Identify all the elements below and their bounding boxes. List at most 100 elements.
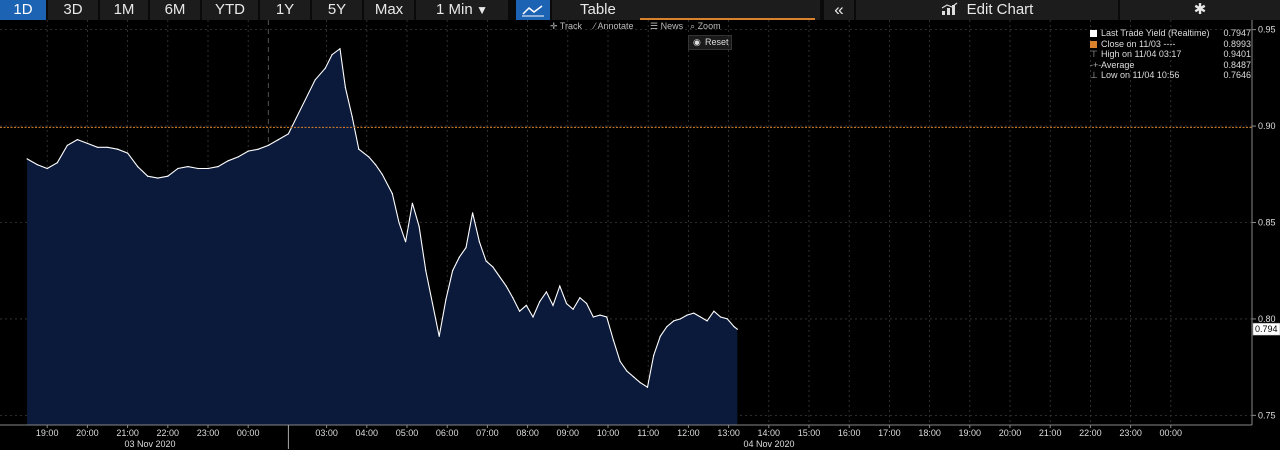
yield-point xyxy=(492,266,494,268)
timeframe-5y[interactable]: 5Y xyxy=(312,0,362,20)
date-label: 04 Nov 2020 xyxy=(743,439,794,449)
yield-point xyxy=(76,139,78,141)
date-label: 03 Nov 2020 xyxy=(124,439,175,449)
yield-point xyxy=(478,241,480,243)
x-tick-label: 21:00 xyxy=(116,428,139,438)
x-tick-label: 22:00 xyxy=(157,428,180,438)
table-button[interactable]: Table xyxy=(552,0,820,20)
yield-point xyxy=(36,164,38,166)
yield-point xyxy=(699,316,702,318)
yield-point xyxy=(177,167,179,170)
x-tick-label: 09:00 xyxy=(557,428,580,438)
yield-point xyxy=(46,167,48,170)
x-tick-label: 16:00 xyxy=(838,428,861,438)
yield-point xyxy=(532,316,534,318)
edit-chart-button[interactable]: Edit Chart xyxy=(856,0,1118,20)
x-tick-label: 05:00 xyxy=(396,428,419,438)
yield-point xyxy=(207,167,209,170)
yield-point xyxy=(26,158,28,160)
chart-toolbar: 1D 3D 1M 6M YTD 1Y 5Y Max 1 Min ▼ Table « Edit Char… xyxy=(0,0,1280,20)
x-tick-label: 11:00 xyxy=(637,428,659,438)
timeframe-ytd[interactable]: YTD xyxy=(202,0,258,20)
yield-point xyxy=(720,316,722,318)
yield-point xyxy=(653,355,655,357)
yield-point xyxy=(147,175,149,177)
collapse-button[interactable]: « xyxy=(824,0,854,20)
y-tick-label: 0.80 xyxy=(1258,314,1276,324)
yield-point xyxy=(505,285,507,287)
news-label: News xyxy=(660,21,684,31)
yield-point xyxy=(267,144,269,146)
y-tick-label: 0.75 xyxy=(1258,410,1276,420)
legend-value: 0.8993 xyxy=(1223,38,1251,49)
reset-button[interactable]: ◉ Reset xyxy=(688,35,732,50)
y-tick-label: 0.85 xyxy=(1258,218,1276,228)
yield-point xyxy=(445,299,447,301)
yield-point xyxy=(465,247,467,249)
yield-point xyxy=(733,326,735,328)
yield-point xyxy=(485,260,487,262)
yield-point xyxy=(612,339,615,341)
yield-point xyxy=(314,79,316,81)
x-tick-label: 12:00 xyxy=(677,428,700,438)
yield-point xyxy=(339,48,341,50)
x-tick-label: 03:00 xyxy=(315,428,338,438)
x-tick-label: 00:00 xyxy=(1160,428,1183,438)
timeframe-6m[interactable]: 6M xyxy=(150,0,200,20)
interval-select[interactable]: 1 Min ▼ xyxy=(416,0,508,20)
x-tick-label: 07:00 xyxy=(476,428,499,438)
zoom-icon: ⌕ xyxy=(690,21,696,31)
track-tool[interactable]: ✛ Track xyxy=(550,21,583,31)
timeframe-1y[interactable]: 1Y xyxy=(260,0,310,20)
timeframe-1d[interactable]: 1D xyxy=(0,0,46,20)
yield-point xyxy=(351,115,353,117)
legend-value: 0.9401 xyxy=(1223,49,1251,59)
yield-point xyxy=(324,67,326,69)
yield-point xyxy=(626,370,628,372)
yield-point xyxy=(217,166,219,168)
yield-point xyxy=(586,302,588,305)
yield-point xyxy=(686,314,688,316)
x-tick-label: 06:00 xyxy=(436,428,459,438)
zoom-tool[interactable]: ⌕ Zoom xyxy=(690,21,721,32)
yield-point xyxy=(137,166,139,168)
annotate-tool[interactable]: ⁄ Annotate xyxy=(594,21,634,31)
yield-point xyxy=(673,320,675,322)
yield-point xyxy=(227,160,229,162)
y-tick-label: 0.90 xyxy=(1258,121,1276,131)
chart-legend: Last Trade Yield (Realtime) 0.7947 Close o… xyxy=(1087,28,1251,81)
legend-value: 0.7646 xyxy=(1223,70,1251,80)
yield-point xyxy=(512,297,514,299)
x-tick-label: 19:00 xyxy=(36,428,59,438)
yield-point xyxy=(277,139,279,141)
yield-point xyxy=(106,146,109,148)
yield-point xyxy=(167,175,169,177)
close-swatch-icon xyxy=(1090,40,1097,48)
timeframe-1m[interactable]: 1M xyxy=(100,0,148,20)
yield-point xyxy=(197,167,199,170)
line-chart-button[interactable] xyxy=(516,0,550,20)
double-chevron-left-icon: « xyxy=(834,0,844,19)
yield-point xyxy=(247,150,249,152)
settings-button[interactable]: ✱ xyxy=(1120,0,1280,20)
yield-point xyxy=(592,316,594,318)
yield-point xyxy=(257,148,259,150)
timeframe-3d[interactable]: 3D xyxy=(48,0,98,20)
yield-point xyxy=(472,212,474,214)
x-tick-label: 23:00 xyxy=(1119,428,1142,438)
legend-row: ⊥ Low on 11/04 10:56 0.7646 xyxy=(1087,70,1251,81)
x-tick-label: 00:00 xyxy=(237,428,260,438)
x-tick-label: 14:00 xyxy=(758,428,781,438)
yield-point xyxy=(56,162,58,164)
legend-label: Last Trade Yield (Realtime) xyxy=(1101,28,1210,38)
x-tick-label: 15:00 xyxy=(798,428,821,438)
yield-point xyxy=(425,270,427,272)
news-tool[interactable]: ☰ News xyxy=(650,21,684,31)
timeframe-max[interactable]: Max xyxy=(364,0,414,20)
legend-label: Low on 11/04 10:56 xyxy=(1101,70,1180,80)
low-marker-icon: ⊥ xyxy=(1090,70,1098,80)
x-tick-label: 23:00 xyxy=(197,428,220,438)
legend-label: Average xyxy=(1101,59,1135,70)
yield-point xyxy=(539,301,541,303)
